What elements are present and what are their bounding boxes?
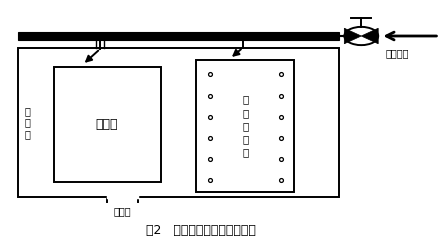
Text: 接
线
箱: 接 线 箱 [25, 106, 31, 139]
Text: 进线口: 进线口 [114, 206, 132, 216]
Bar [18, 32, 339, 40]
Text: 积算板: 积算板 [96, 118, 118, 131]
Text: 图2   加装空气反吹装置示意图: 图2 加装空气反吹装置示意图 [146, 224, 256, 237]
Bar [18, 48, 339, 197]
Bar [54, 67, 161, 182]
Polygon shape [344, 28, 361, 44]
Bar [196, 60, 294, 192]
Text: 压缩空气: 压缩空气 [386, 48, 409, 58]
Text: 接
线
端
子
盒: 接 线 端 子 盒 [242, 95, 248, 157]
Polygon shape [361, 28, 378, 44]
